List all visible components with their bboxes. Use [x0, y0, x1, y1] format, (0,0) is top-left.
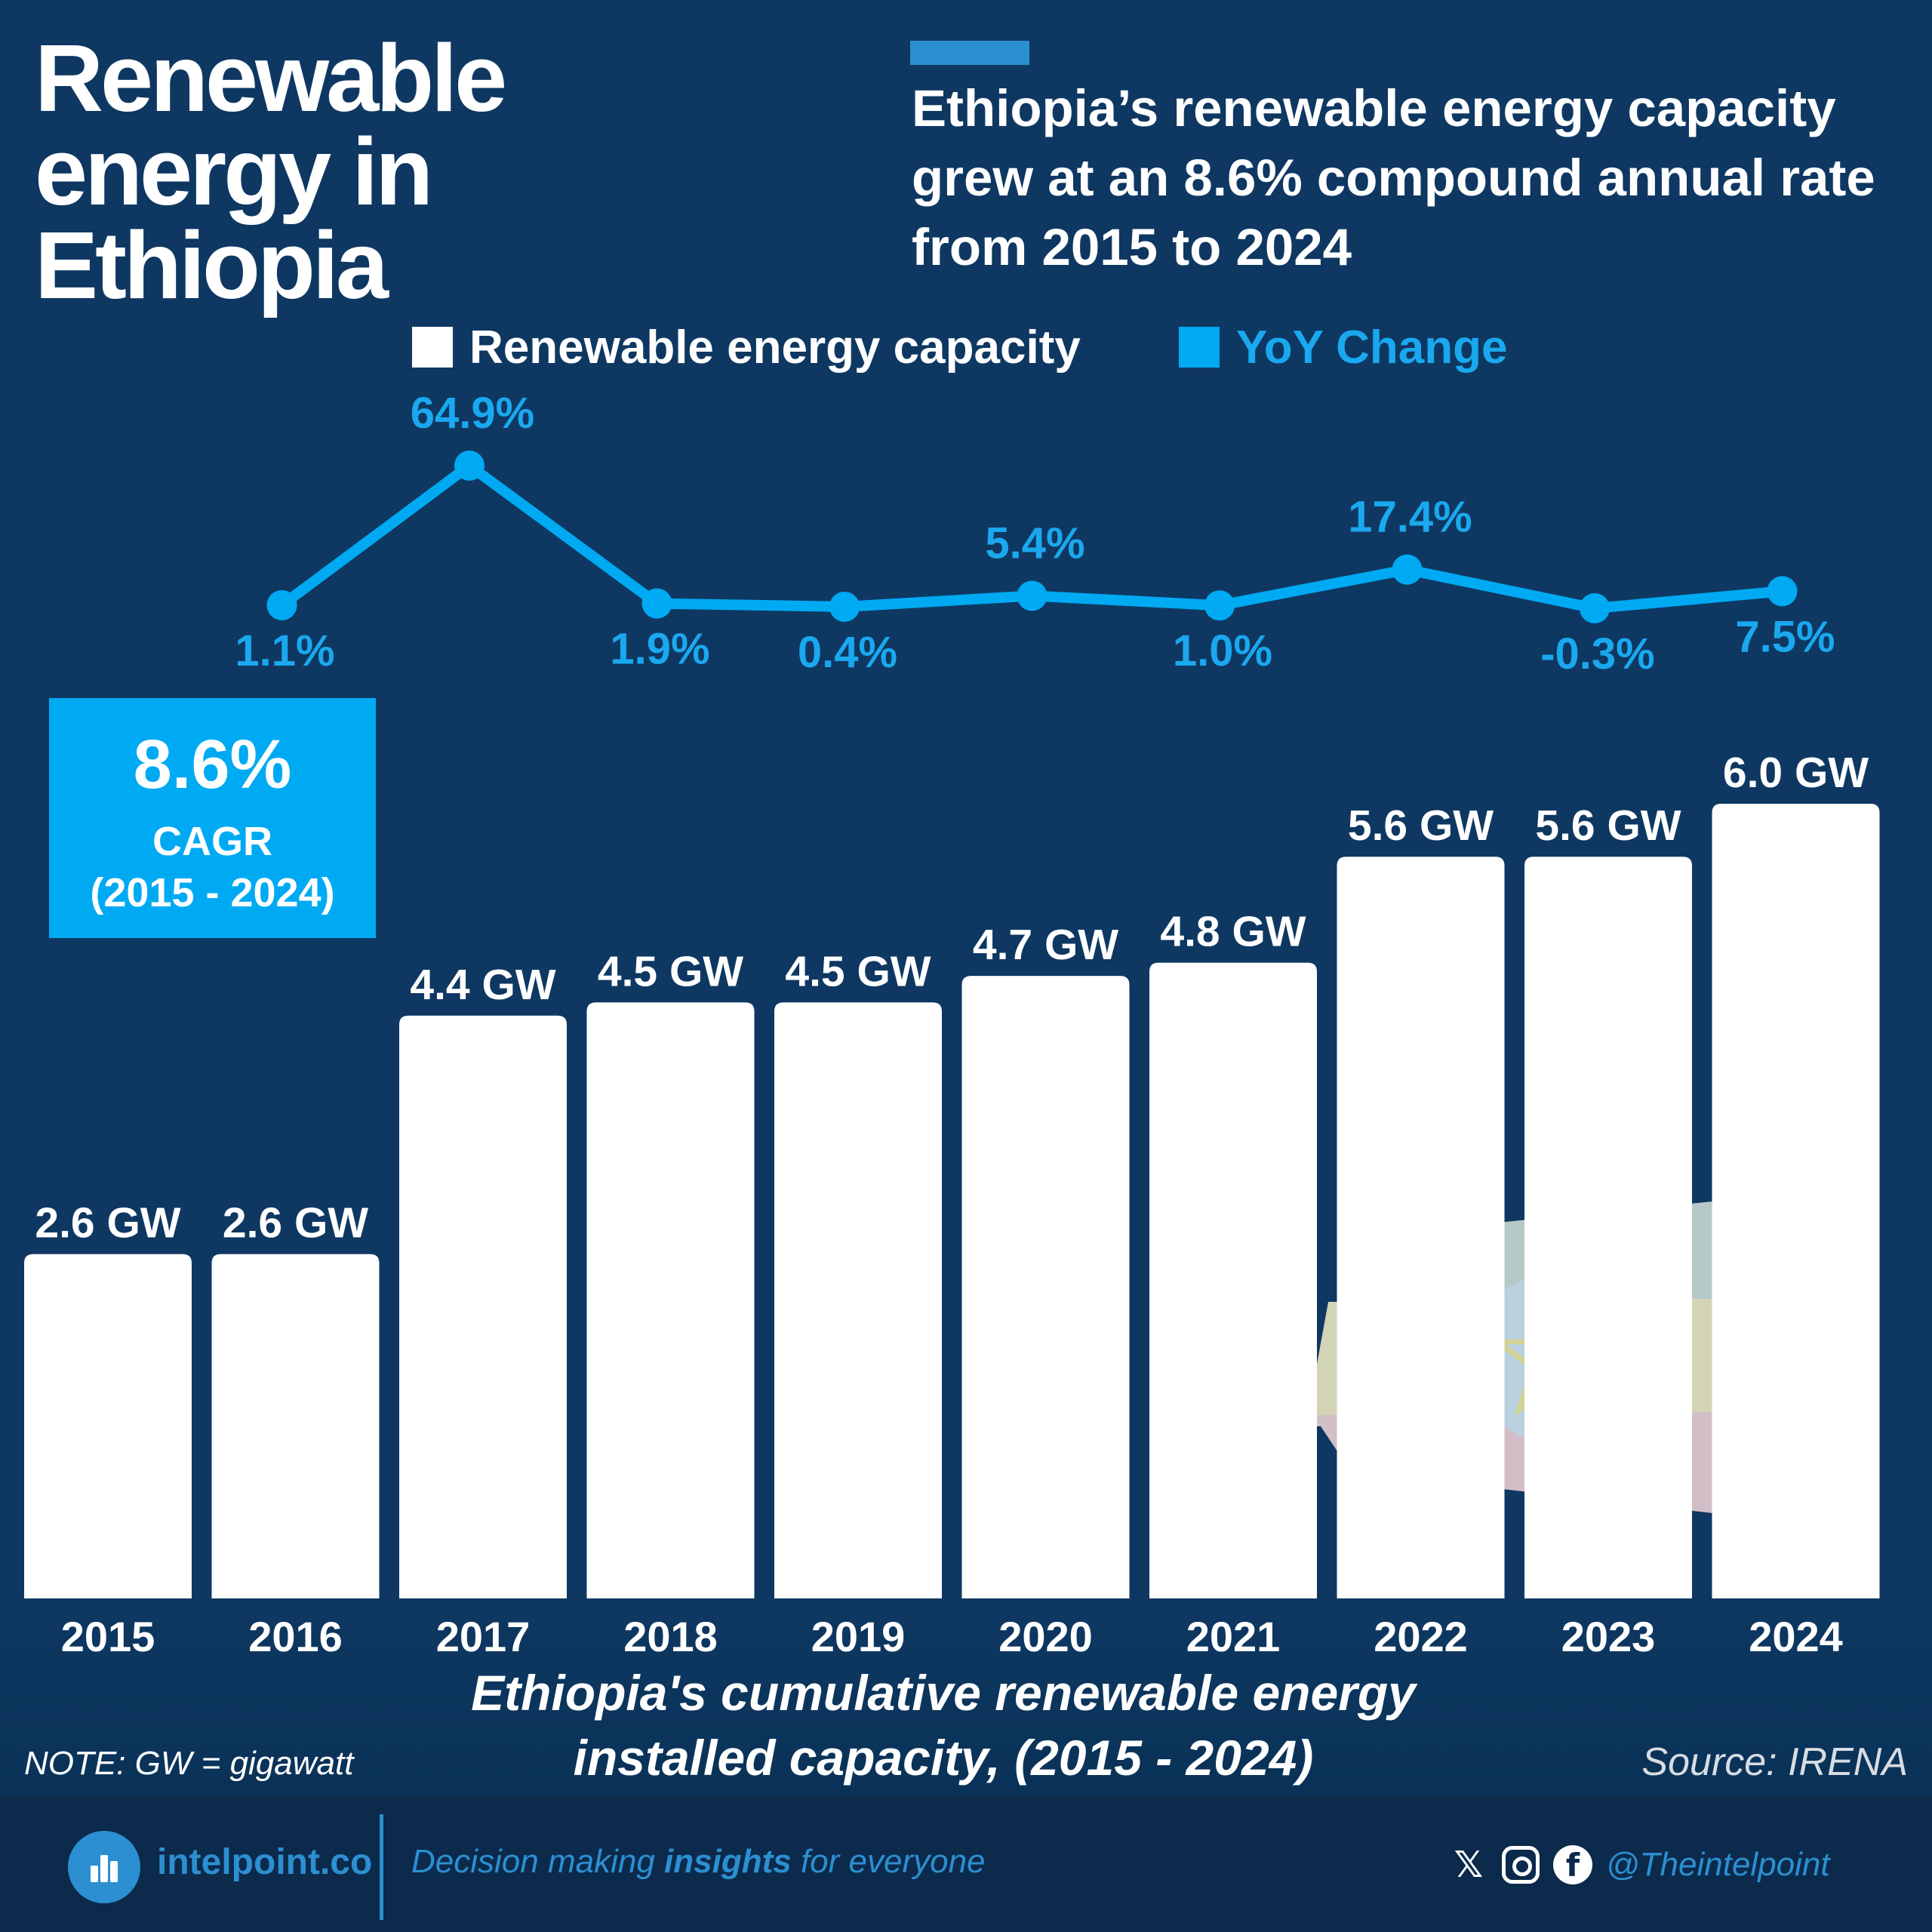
yoy-label-2024: 7.5%: [1735, 612, 1835, 661]
cagr-callout: 8.6% CAGR (2015 - 2024): [49, 698, 376, 938]
tagline-pre: Decision making: [411, 1843, 665, 1880]
yoy-point-2020: [1017, 580, 1048, 611]
year-label-2016: 2016: [248, 1613, 343, 1660]
yoy-point-2024: [1767, 576, 1798, 607]
legend-item-yoy: YoY Change: [1179, 321, 1507, 374]
chart-canvas: 2.6 GW 2.6 GW 4.4 GW 4.5 GW 4.5 GW 4.7 GW 4.8 …: [24, 389, 1880, 1660]
social-handle[interactable]: @Theintelpoint: [1606, 1846, 1830, 1883]
year-label-2019: 2019: [811, 1613, 906, 1660]
bar-2018: [586, 1002, 755, 1598]
yoy-point-2023: [1580, 593, 1610, 623]
bar-label-2020: 4.7 GW: [973, 921, 1118, 969]
yoy-point-2022: [1392, 554, 1423, 585]
x-axis-title: Ethiopia's cumulative renewable energy i…: [471, 1665, 1416, 1786]
instagram-icon[interactable]: [1502, 1846, 1540, 1884]
legend-label-capacity: Renewable energy capacity: [469, 321, 1081, 374]
legend-item-capacity: Renewable energy capacity: [412, 321, 1081, 374]
bar-2015: [24, 1254, 192, 1598]
yoy-label-2020: 5.4%: [985, 518, 1084, 568]
bar-label-2016: 2.6 GW: [223, 1199, 368, 1247]
footer-divider: [380, 1814, 383, 1920]
footnote: NOTE: GW = gigawatt: [24, 1745, 354, 1782]
year-label-2020: 2020: [998, 1613, 1093, 1660]
yoy-point-2017: [454, 451, 485, 481]
bar-labels-group: 2.6 GW 2.6 GW 4.4 GW 4.5 GW 4.5 GW 4.7 GW 4.8 …: [35, 749, 1869, 1247]
year-label-2017: 2017: [436, 1613, 531, 1660]
bar-label-2019: 4.5 GW: [785, 947, 931, 995]
bar-label-2017: 4.4 GW: [410, 961, 555, 1009]
bar-2017: [399, 1015, 567, 1598]
bar-label-2015: 2.6 GW: [35, 1199, 180, 1247]
bars-group: [24, 804, 1880, 1598]
bar-2022: [1337, 857, 1505, 1598]
yoy-label-2022: 17.4%: [1348, 493, 1472, 542]
year-label-2018: 2018: [623, 1613, 718, 1660]
brand-name[interactable]: intelpoint.co: [157, 1842, 373, 1882]
yoy-line-group: 1.1% 64.9% 1.9% 0.4% 5.4% 1.0% 17.4% -0.3% 7.5%: [235, 389, 1835, 678]
yoy-label-2017: 64.9%: [411, 389, 534, 438]
bar-label-2018: 4.5 GW: [598, 947, 743, 995]
intelpoint-logo-icon: [68, 1831, 140, 1903]
axis-band: [0, 1600, 1932, 1796]
year-label-2015: 2015: [61, 1613, 155, 1660]
yoy-point-2021: [1204, 590, 1235, 621]
legend-label-yoy: YoY Change: [1236, 321, 1508, 374]
bar-label-2023: 5.6 GW: [1535, 801, 1681, 850]
yoy-label-2023: -0.3%: [1540, 629, 1655, 678]
yoy-label-2021: 1.0%: [1173, 626, 1272, 675]
bar-2023: [1524, 857, 1692, 1598]
accent-bar: [910, 41, 1029, 65]
yoy-point-2016: [266, 589, 297, 620]
bar-label-2024: 6.0 GW: [1723, 749, 1869, 797]
bar-2016: [211, 1254, 380, 1598]
social-links: 𝕏 f @Theintelpoint: [1449, 1838, 1830, 1891]
tagline-post: for everyone: [791, 1843, 986, 1880]
legend-swatch-capacity: [412, 327, 453, 368]
page-title: Renewable energy in Ethiopia: [35, 25, 507, 318]
tagline-bold: insights: [664, 1843, 792, 1880]
bar-2019: [774, 1002, 942, 1598]
year-labels-group: 2015 2016 2017 2018 2019 2020 2021 2022 2023 2024: [61, 1613, 1843, 1660]
facebook-icon[interactable]: f: [1553, 1845, 1592, 1884]
bar-2021: [1149, 962, 1317, 1598]
x-twitter-icon[interactable]: 𝕏: [1454, 1844, 1484, 1886]
yoy-point-2018: [641, 588, 672, 619]
cagr-range: (2015 - 2024): [90, 870, 335, 915]
year-label-2023: 2023: [1561, 1613, 1656, 1660]
yoy-label-2018: 1.9%: [610, 625, 709, 674]
yoy-label-2019: 0.4%: [798, 628, 897, 677]
footer: intelpoint.co Decision making insights f…: [0, 1796, 1932, 1932]
year-label-2022: 2022: [1374, 1613, 1468, 1660]
cagr-value: 8.6%: [133, 726, 292, 803]
yoy-label-2016: 1.1%: [235, 626, 334, 675]
legend-swatch-yoy: [1179, 327, 1220, 368]
bar-2020: [961, 976, 1130, 1598]
bar-label-2022: 5.6 GW: [1348, 801, 1494, 850]
cagr-label: CAGR: [152, 819, 272, 864]
source-note: Source: IRENA: [1641, 1740, 1908, 1784]
subtitle: Ethiopia’s renewable energy capacity gre…: [912, 79, 1875, 276]
tagline: Decision making insights for everyone: [411, 1843, 986, 1881]
bar-2024: [1712, 804, 1880, 1598]
yoy-point-2019: [829, 591, 860, 622]
bar-label-2021: 4.8 GW: [1160, 908, 1306, 956]
year-label-2024: 2024: [1749, 1613, 1843, 1660]
year-label-2021: 2021: [1186, 1613, 1281, 1660]
